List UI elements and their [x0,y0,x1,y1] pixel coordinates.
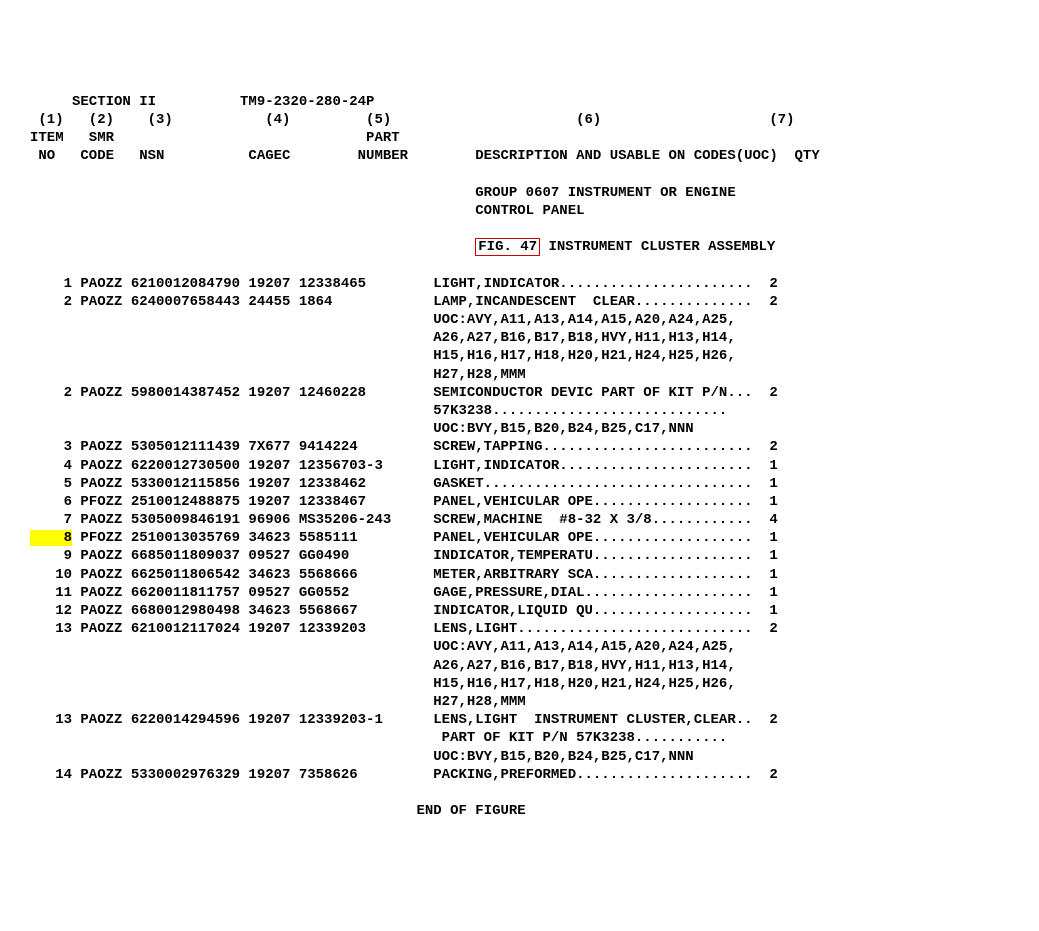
document-body: SECTION II TM9-2320-280-24P (1) (2) (3) … [30,93,1009,821]
figure-link[interactable]: FIG. 47 [475,238,540,256]
